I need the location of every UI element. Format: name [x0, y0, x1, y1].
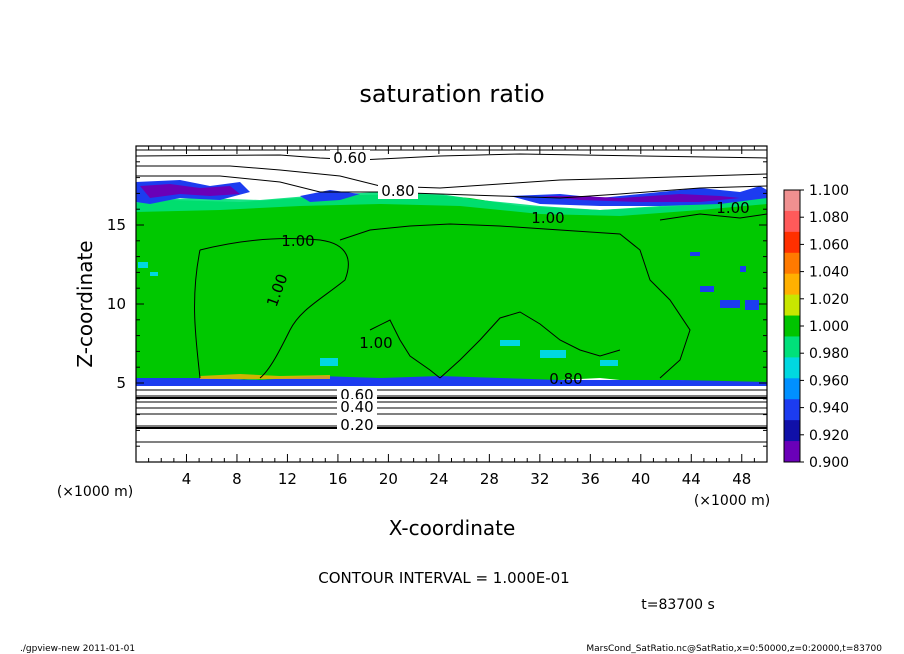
colorbar-label: 0.980	[809, 346, 849, 362]
x-tick-label: 8	[232, 470, 242, 488]
bottom-yellow-patch	[200, 374, 330, 379]
contour-label-bg	[337, 399, 377, 415]
x-tick-label: 28	[480, 470, 499, 488]
colorbar-swatch	[784, 441, 800, 463]
x-axis-label: X-coordinate	[389, 516, 516, 540]
colorbar: 1.100 1.080 1.060 1.040 1.020 1.000 0.980 0.960…	[783, 183, 849, 471]
y-tick-label: 15	[107, 216, 126, 234]
x-tick-label: 36	[581, 470, 600, 488]
colorbar-swatch	[784, 378, 800, 400]
colorbar-label: 0.960	[809, 373, 849, 389]
colorbar-label: 0.940	[809, 401, 849, 417]
top-purple-band-3	[540, 194, 740, 202]
x-tick-label: 4	[182, 470, 192, 488]
colorbar-swatch	[784, 336, 800, 358]
colorbar-swatch	[784, 357, 800, 379]
colorbar-label: 1.060	[809, 237, 849, 253]
colorbar-swatch	[784, 315, 800, 337]
colorbar-swatch	[784, 273, 800, 296]
contour-label: 0.80	[381, 182, 414, 200]
x-tick-label: 16	[328, 470, 347, 488]
footer-left: ./gpview-new 2011-01-01	[20, 644, 135, 654]
x-tick-label: 24	[429, 470, 448, 488]
x-tick-label: 40	[631, 470, 650, 488]
colorbar-swatch	[784, 252, 800, 275]
colorbar-label: 1.080	[809, 210, 849, 226]
saturated-region	[136, 190, 767, 384]
colorbar-label: 0.920	[809, 428, 849, 444]
contour-interval-text: CONTOUR INTERVAL = 1.000E-01	[318, 569, 569, 587]
colorbar-swatch	[784, 190, 800, 212]
top-blue-band-2	[300, 190, 360, 202]
top-purple-band	[140, 184, 240, 198]
colorbar-swatch	[784, 210, 800, 233]
contour-label: 0.20	[340, 416, 373, 434]
contour-label: 0.60	[333, 149, 366, 167]
contour-label: 1.00	[281, 232, 314, 250]
colorbar-label: 1.000	[809, 319, 849, 335]
colorbar-label: 1.020	[809, 292, 849, 308]
y-tick-label: 10	[107, 295, 126, 313]
time-text: t=83700 s	[641, 597, 715, 613]
x-tick-label: 12	[278, 470, 297, 488]
top-fringe	[136, 192, 767, 216]
right-patches	[138, 252, 759, 366]
x-tick-label: 48	[732, 470, 751, 488]
colorbar-label: 0.900	[809, 455, 849, 471]
colorbar-swatch	[784, 294, 800, 317]
x-unit-label: (×1000 m)	[694, 493, 770, 509]
colorbar-swatch	[784, 231, 800, 254]
x-axis: 4 8 12 16 20 24 28 32 36 40 44 48	[148, 146, 755, 488]
colorbar-label: 1.040	[809, 265, 849, 281]
y-axis: 5 10 15	[107, 161, 767, 447]
contour-labels: 0.600.801.001.001.001.001.000.800.600.40…	[263, 149, 750, 434]
x-tick-label: 20	[379, 470, 398, 488]
y-axis-label: Z-coordinate	[73, 240, 97, 367]
contour-label: 1.00	[359, 334, 392, 352]
colorbar-label: 1.100	[809, 183, 849, 199]
contour-label: 1.00	[531, 209, 564, 227]
colorbar-swatch	[784, 399, 800, 421]
contour-label-bg	[330, 150, 370, 166]
x-tick-label: 32	[530, 470, 549, 488]
contour-label-bg	[378, 183, 418, 199]
chart-title: saturation ratio	[359, 80, 544, 108]
colorbar-swatch	[784, 420, 800, 442]
plot-area: 0.600.801.001.001.001.001.000.800.600.40…	[135, 145, 768, 463]
contour-label: 0.80	[549, 370, 582, 388]
y-tick-label: 5	[116, 374, 126, 392]
contour-label: 0.40	[340, 398, 373, 416]
contour-label-bg	[337, 417, 377, 433]
contour-label: 1.00	[716, 199, 749, 217]
y-unit-label: (×1000 m)	[57, 484, 133, 500]
footer-right: MarsCond_SatRatio.nc@SatRatio,x=0:50000,…	[586, 644, 882, 654]
x-tick-label: 44	[682, 470, 701, 488]
